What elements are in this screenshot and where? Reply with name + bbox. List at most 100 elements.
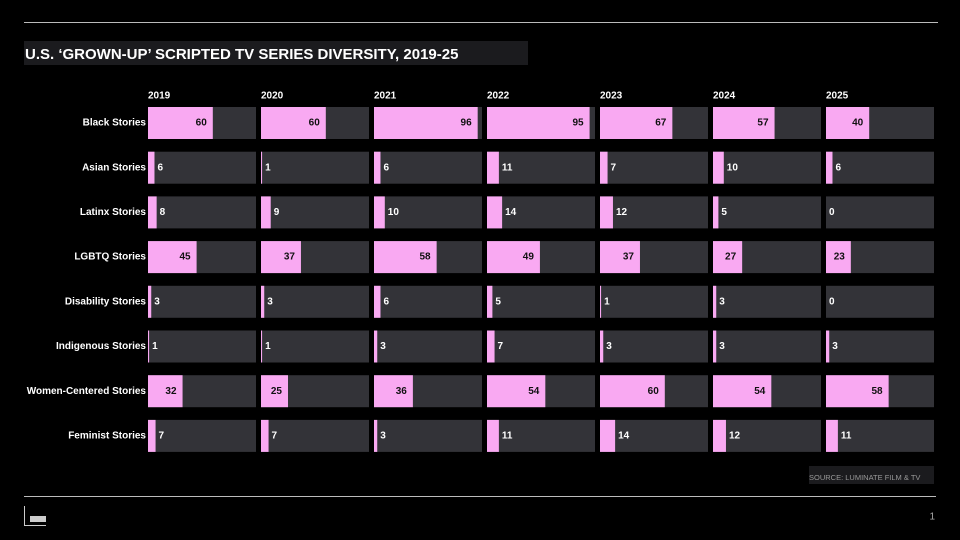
value-label: 0 [829,296,835,307]
bar [374,107,478,139]
bar [487,196,503,229]
track [600,419,708,452]
track [148,196,256,229]
row-label: Feminist Stories [68,431,146,442]
value-label: 12 [616,207,628,218]
value-label: 3 [606,341,612,352]
track [487,151,595,184]
bar [487,330,495,363]
bar [713,375,772,408]
bar [600,151,608,184]
track [600,196,708,229]
value-label: 45 [179,252,191,263]
bar [374,419,378,452]
bar [826,107,870,139]
value-label: 1 [265,162,271,173]
row-label: Asian Stories [82,162,146,173]
track [600,285,708,318]
track [600,330,708,363]
bar [374,151,381,184]
track [713,419,821,452]
track [600,151,708,184]
value-label: 10 [388,207,400,218]
bar [713,107,775,139]
value-label: 23 [834,252,846,263]
bar [600,419,616,452]
value-label: 5 [495,296,501,307]
bar [487,241,540,274]
track [713,285,821,318]
track [713,330,821,363]
bar [261,241,301,274]
value-label: 6 [835,162,841,173]
track [826,285,934,318]
track [374,151,482,184]
bar [148,285,152,318]
track [261,285,369,318]
bar [374,330,378,363]
value-label: 7 [159,431,165,442]
bar [713,330,717,363]
value-label: 96 [461,118,473,129]
bar [600,107,673,139]
value-label: 37 [623,252,635,263]
track [148,151,256,184]
track [826,151,934,184]
bar [261,196,271,229]
year-label: 2019 [148,91,171,102]
track [713,196,821,229]
value-label: 60 [196,118,208,129]
value-label: 25 [271,386,283,397]
bar [600,196,613,229]
value-label: 32 [165,386,177,397]
value-label: 12 [729,431,741,442]
year-label: 2024 [713,91,736,102]
bar [148,241,197,274]
bar [148,107,213,139]
value-label: 1 [265,341,271,352]
bar [374,375,413,408]
track [261,196,369,229]
track [374,196,482,229]
value-label: 54 [528,386,540,397]
logo [24,506,46,526]
row-label: LGBTQ Stories [74,252,146,263]
bar [374,285,381,318]
year-label: 2023 [600,91,623,102]
value-label: 6 [383,296,389,307]
bar [826,375,889,408]
value-label: 8 [160,207,166,218]
bar [487,419,499,452]
track [826,419,934,452]
value-label: 11 [502,162,513,173]
value-label: 60 [648,386,660,397]
bar [487,107,590,139]
value-label: 49 [523,252,535,263]
track [487,285,595,318]
value-label: 58 [420,252,432,263]
track [713,151,821,184]
value-label: 40 [852,118,864,129]
track [261,419,369,452]
bar [148,375,183,408]
value-label: 3 [380,341,386,352]
row-label: Black Stories [83,118,147,129]
value-label: 3 [832,341,838,352]
track [148,419,256,452]
bar [487,375,546,408]
bar [261,285,265,318]
value-label: 1 [604,296,610,307]
value-label: 27 [725,252,737,263]
value-label: 5 [721,207,727,218]
bar [713,419,726,452]
track [826,196,934,229]
value-label: 54 [754,386,766,397]
row-label: Disability Stories [65,296,147,307]
bar [600,375,665,408]
bar [148,419,156,452]
value-label: 0 [829,207,835,218]
value-label: 60 [309,118,321,129]
value-label: 6 [157,162,163,173]
bar [261,151,263,184]
